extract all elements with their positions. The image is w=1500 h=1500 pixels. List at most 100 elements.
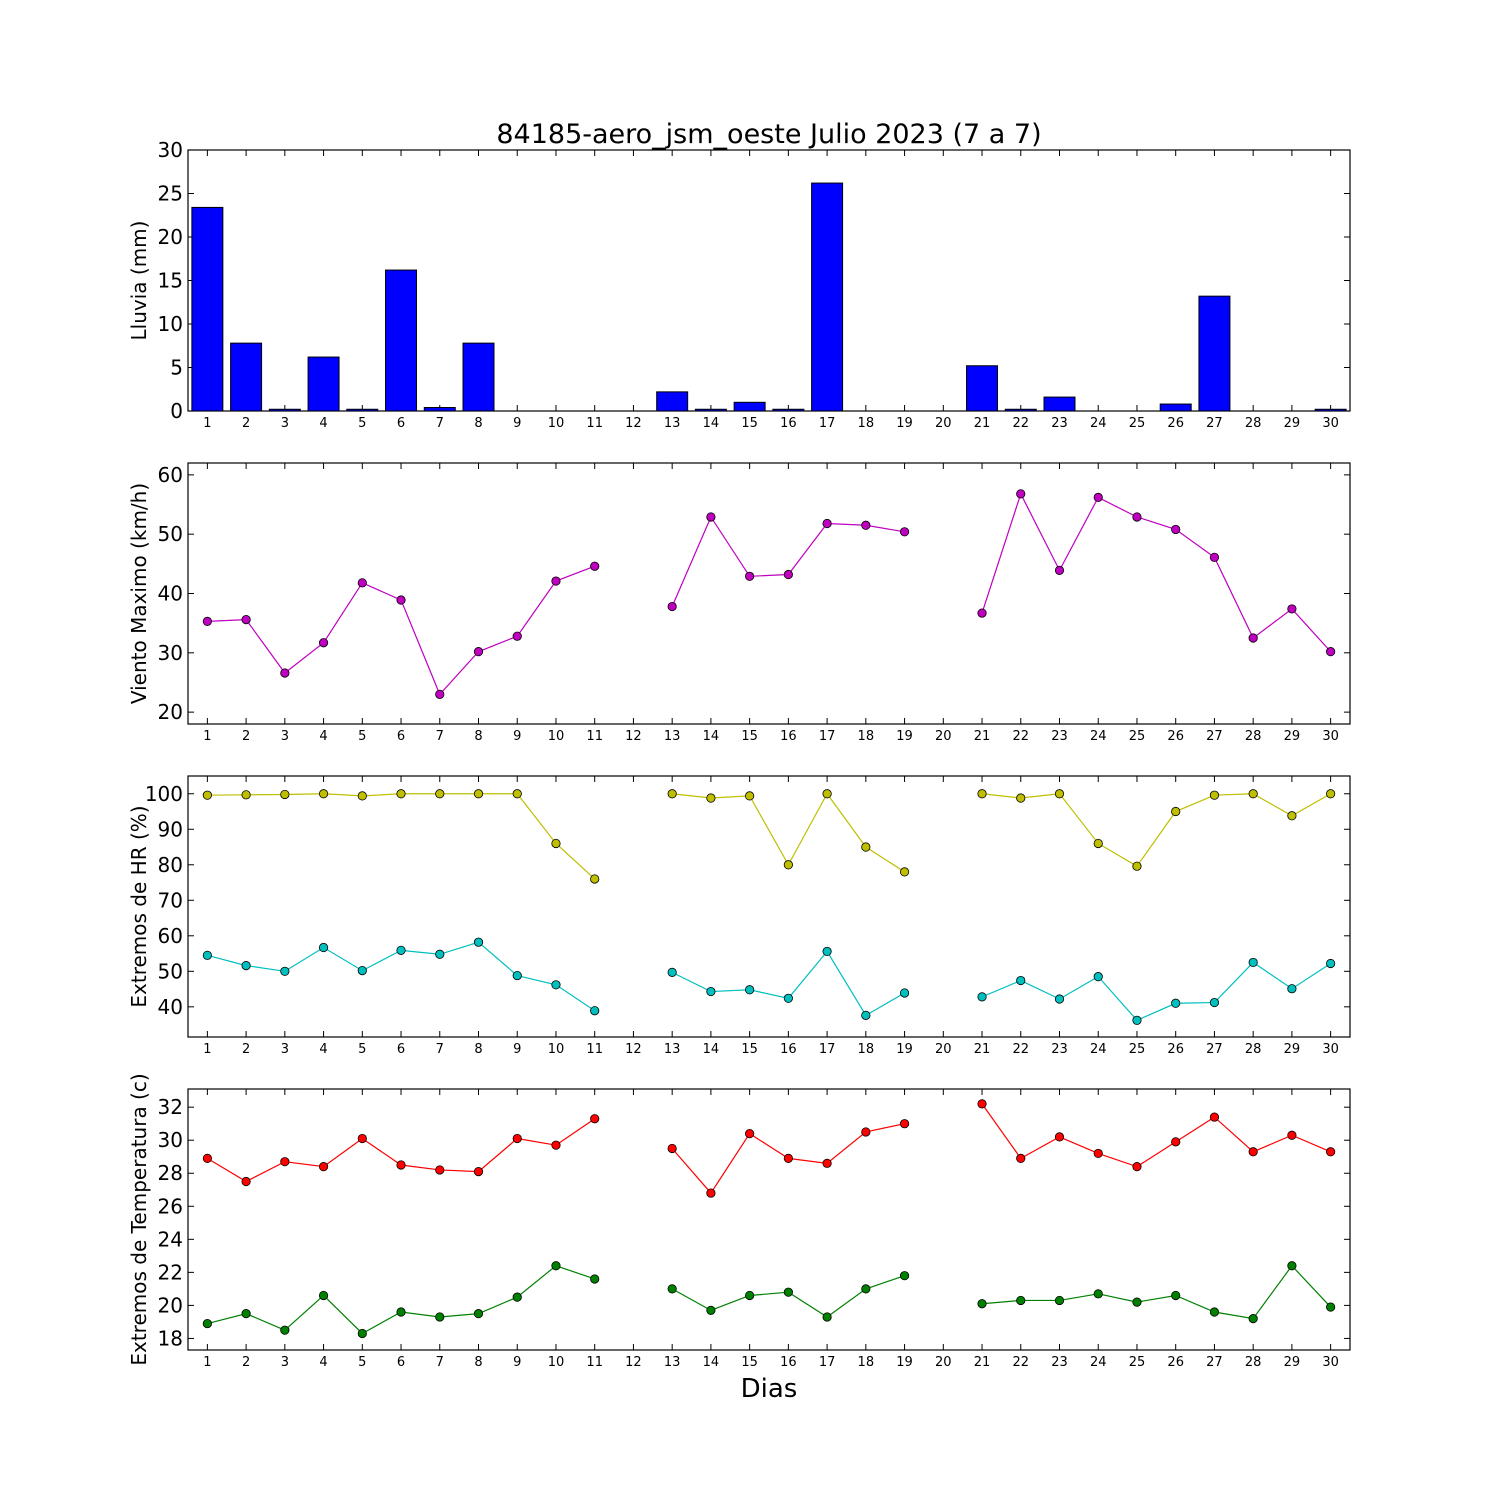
- x-tick-label: 2: [242, 416, 250, 431]
- x-tick-label: 20: [935, 1355, 952, 1370]
- data-point: [1054, 994, 1065, 1004]
- data-point: [241, 790, 251, 800]
- bar: [1043, 396, 1076, 412]
- data-point: [745, 791, 755, 801]
- x-tick-label: 1: [203, 729, 211, 744]
- data-point: [783, 860, 793, 870]
- x-tick-label: 14: [703, 1042, 720, 1057]
- bar: [346, 408, 379, 412]
- data-point: [783, 569, 793, 580]
- x-tick-label: 13: [664, 1042, 681, 1057]
- data-point: [1326, 647, 1336, 657]
- data-point: [512, 1133, 522, 1144]
- data-point: [435, 789, 445, 799]
- y-tick-label: 15: [158, 269, 183, 293]
- x-tick-label: 17: [819, 729, 836, 744]
- bar: [966, 365, 999, 412]
- x-tick-label: 21: [974, 416, 991, 431]
- x-tick-label: 8: [474, 1042, 482, 1057]
- x-tick-label: 26: [1167, 416, 1184, 431]
- bar: [656, 391, 689, 412]
- data-point: [590, 1006, 600, 1016]
- x-tick-label: 24: [1090, 1355, 1107, 1370]
- x-tick-label: 23: [1051, 729, 1068, 744]
- series-line-1: [672, 792, 905, 873]
- data-point: [1016, 793, 1026, 803]
- x-tick-label: 22: [1012, 416, 1029, 431]
- series-line-1: [207, 565, 595, 696]
- data-point: [473, 937, 484, 947]
- data-point: [1209, 1307, 1220, 1317]
- x-tick-label: 18: [858, 1042, 875, 1057]
- bar: [423, 407, 456, 412]
- x-tick-label: 13: [664, 729, 681, 744]
- y-tick-label: 60: [158, 463, 183, 487]
- data-point: [1326, 958, 1336, 969]
- data-point: [1287, 811, 1297, 821]
- data-point: [1132, 861, 1142, 871]
- plot-frame: [187, 775, 1351, 1038]
- x-tick-label: 18: [858, 416, 875, 431]
- data-point: [667, 789, 677, 799]
- data-point: [977, 1299, 987, 1309]
- data-point: [318, 638, 329, 648]
- x-tick-label: 2: [242, 1355, 250, 1370]
- data-point: [357, 578, 367, 588]
- data-point: [1093, 838, 1103, 849]
- data-point: [512, 970, 522, 981]
- x-tick-label: 19: [896, 1355, 913, 1370]
- data-point: [899, 867, 910, 877]
- data-point: [1054, 789, 1065, 799]
- y-tick-label: 100: [145, 782, 183, 806]
- data-point: [899, 527, 910, 537]
- x-tick-label: 21: [974, 1042, 991, 1057]
- data-point: [241, 1309, 251, 1319]
- data-point: [706, 1305, 716, 1315]
- plot-frame: [187, 462, 1351, 725]
- chart-title: 84185-aero_jsm_oeste Julio 2023 (7 a 7): [496, 119, 1041, 150]
- x-tick-label: 12: [625, 1355, 642, 1370]
- x-tick-label: 2: [242, 1042, 250, 1057]
- x-tick-label: 12: [625, 1042, 642, 1057]
- bar: [733, 401, 766, 412]
- x-tick-label: 15: [741, 416, 758, 431]
- x-tick-label: 23: [1051, 1355, 1068, 1370]
- data-point: [396, 789, 406, 799]
- bar: [385, 269, 418, 412]
- data-point: [590, 561, 600, 571]
- data-point: [435, 689, 445, 699]
- data-point: [861, 520, 871, 530]
- x-tick-label: 2: [242, 729, 250, 744]
- data-point: [590, 1274, 600, 1284]
- data-point: [977, 1099, 987, 1109]
- x-tick-label: 22: [1012, 729, 1029, 744]
- x-tick-label: 29: [1284, 416, 1301, 431]
- x-tick-label: 26: [1167, 1042, 1184, 1057]
- data-point: [1016, 975, 1026, 986]
- x-tick-label: 25: [1129, 729, 1146, 744]
- x-tick-label: 5: [358, 1042, 366, 1057]
- plot-frame: [187, 149, 1351, 412]
- bar: [230, 342, 263, 412]
- data-point: [1132, 1015, 1142, 1025]
- data-point: [512, 631, 522, 641]
- data-point: [318, 942, 329, 953]
- data-point: [861, 1127, 871, 1137]
- data-point: [822, 1312, 832, 1322]
- data-point: [318, 789, 329, 799]
- x-tick-label: 12: [625, 729, 642, 744]
- data-point: [706, 793, 716, 803]
- y-tick-label: 18: [158, 1326, 183, 1350]
- data-point: [822, 789, 832, 799]
- x-tick-label: 3: [281, 1355, 289, 1370]
- x-tick-label: 10: [548, 1042, 565, 1057]
- y-axis-label: Lluvia (mm): [127, 221, 151, 341]
- data-point: [202, 950, 212, 960]
- x-tick-label: 23: [1051, 1042, 1068, 1057]
- x-tick-label: 6: [397, 1042, 405, 1057]
- x-tick-label: 16: [780, 416, 797, 431]
- data-point: [1287, 604, 1297, 614]
- data-point: [745, 1129, 755, 1139]
- data-point: [706, 512, 716, 522]
- x-tick-label: 4: [319, 1355, 327, 1370]
